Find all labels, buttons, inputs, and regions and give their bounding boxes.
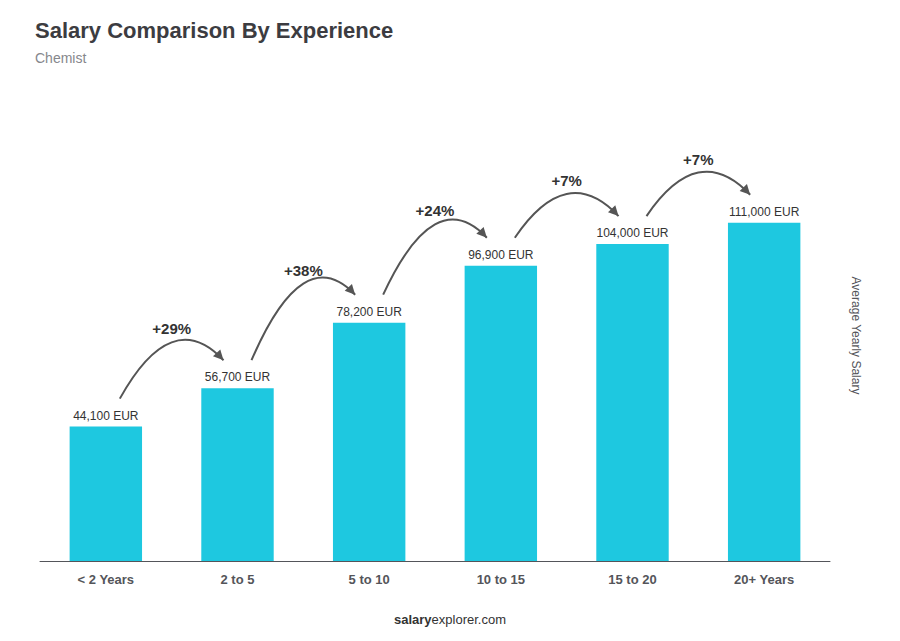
svg-text:20+ Years: 20+ Years [734, 572, 794, 587]
svg-text:111,000 EUR: 111,000 EUR [729, 205, 800, 219]
svg-text:salary: salary [394, 612, 432, 627]
svg-text:Average Yearly Salary: Average Yearly Salary [849, 277, 863, 395]
svg-text:+7%: +7% [551, 172, 581, 189]
svg-text:+7%: +7% [683, 151, 713, 168]
svg-text:15 to 20: 15 to 20 [608, 572, 656, 587]
svg-text:2 to 5: 2 to 5 [221, 572, 255, 587]
svg-text:78,200 EUR: 78,200 EUR [336, 305, 402, 319]
svg-text:5 to 10: 5 to 10 [349, 572, 390, 587]
svg-text:96,900 EUR: 96,900 EUR [468, 248, 534, 262]
svg-text:Chemist: Chemist [35, 50, 86, 66]
svg-text:44,100 EUR: 44,100 EUR [73, 409, 139, 423]
svg-text:56,700 EUR: 56,700 EUR [205, 370, 271, 384]
svg-text:+38%: +38% [284, 262, 323, 279]
svg-text:+29%: +29% [152, 320, 191, 337]
svg-text:10 to 15: 10 to 15 [477, 572, 525, 587]
svg-text:Salary Comparison By Experienc: Salary Comparison By Experience [35, 18, 393, 43]
svg-text:+24%: +24% [416, 202, 455, 219]
svg-text:< 2 Years: < 2 Years [78, 572, 135, 587]
svg-text:104,000 EUR: 104,000 EUR [596, 226, 668, 240]
svg-text:explorer.com: explorer.com [432, 612, 506, 627]
